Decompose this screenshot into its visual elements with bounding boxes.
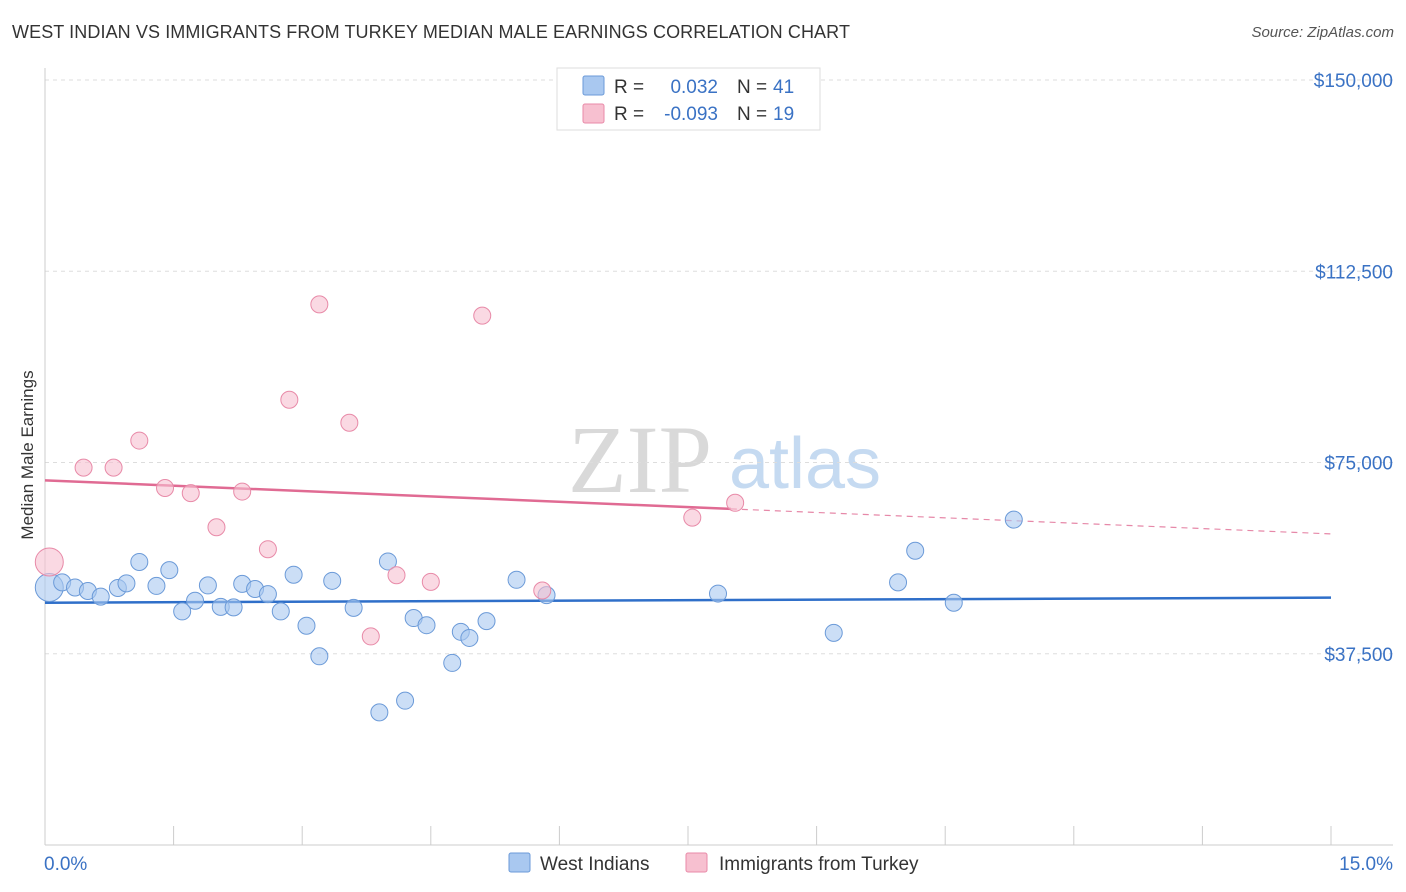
legend-r-value-1: -0.093	[664, 104, 718, 125]
data-point-1-14	[421, 572, 440, 591]
data-point-0-33	[507, 570, 526, 589]
data-point-0-21	[310, 647, 329, 666]
data-point-1-12	[361, 627, 380, 646]
data-point-0-32	[477, 612, 496, 631]
series-legend-label-turkey: Immigrants from Turkey	[719, 854, 919, 875]
data-point-0-9	[160, 561, 179, 580]
legend-r-label-0: R =	[614, 77, 644, 98]
data-point-1-6	[207, 518, 226, 537]
y-tick-labels: $37,500 $75,000 $112,500 $150,000	[1314, 71, 1393, 666]
x-tick-label-max: 15.0%	[1339, 854, 1393, 875]
watermark-zip: ZIP	[568, 406, 712, 513]
data-point-1-15	[473, 306, 492, 325]
data-point-0-10	[173, 602, 192, 621]
data-point-0-22	[323, 571, 342, 590]
data-point-0-20	[297, 616, 316, 635]
data-point-1-5	[181, 484, 200, 503]
data-points	[34, 295, 1023, 722]
data-point-0-29	[443, 653, 462, 672]
axes	[44, 68, 1393, 846]
correlation-legend: R = 0.032 N = 41 R = -0.093 N = 19	[556, 67, 821, 131]
legend-r-value-0: 0.032	[670, 77, 718, 98]
data-point-1-4	[156, 479, 175, 497]
data-point-0-40	[1004, 510, 1023, 529]
series-legend-label-west-indians: West Indians	[540, 854, 649, 875]
legend-swatch-west-indians	[582, 75, 605, 96]
data-point-0-7	[130, 552, 149, 571]
legend-n-value-1: 19	[773, 104, 794, 125]
data-point-1-9	[280, 390, 299, 409]
data-point-0-12	[198, 576, 217, 595]
legend-n-label-0: N =	[737, 77, 767, 98]
data-point-1-18	[726, 493, 745, 512]
legend-n-label-1: N =	[737, 104, 767, 125]
data-point-0-4	[91, 587, 110, 606]
data-point-0-38	[906, 541, 925, 560]
data-point-0-39	[944, 593, 963, 612]
y-tick-label-3: $150,000	[1314, 71, 1393, 92]
source-label: Source: ZipAtlas.com	[1251, 24, 1394, 41]
data-point-0-24	[370, 703, 389, 722]
trend-line-0	[44, 596, 1332, 604]
data-point-0-11	[186, 591, 205, 610]
data-point-1-2	[104, 458, 123, 477]
data-point-1-11	[340, 413, 359, 432]
legend-r-label-1: R =	[614, 104, 644, 125]
data-point-0-17	[258, 585, 277, 604]
data-point-0-28	[417, 616, 436, 635]
data-point-1-17	[683, 508, 702, 527]
series-legend-swatch-west-indians	[508, 852, 531, 873]
data-point-1-3	[130, 431, 149, 450]
data-point-1-13	[387, 566, 406, 585]
data-point-1-0	[34, 547, 64, 577]
data-point-1-16	[533, 581, 552, 600]
gridlines	[45, 79, 1393, 655]
y-tick-label-0: $37,500	[1324, 645, 1393, 666]
legend-n-value-0: 41	[773, 77, 794, 98]
data-point-0-37	[889, 573, 908, 592]
data-point-0-18	[271, 602, 290, 621]
y-tick-label-1: $75,000	[1324, 454, 1393, 475]
trend-line-dashed-1	[730, 508, 1332, 535]
data-point-0-25	[378, 552, 397, 571]
data-point-0-23	[344, 598, 363, 617]
data-point-0-31	[460, 628, 479, 647]
data-point-0-6	[117, 574, 136, 593]
y-tick-label-2: $112,500	[1315, 262, 1393, 283]
watermark-atlas: atlas	[729, 424, 881, 504]
data-point-0-8	[147, 576, 166, 595]
data-point-1-10	[310, 295, 329, 314]
legend-swatch-turkey	[582, 103, 605, 124]
chart-title: WEST INDIAN VS IMMIGRANTS FROM TURKEY ME…	[12, 22, 851, 42]
data-point-0-35	[709, 584, 728, 603]
data-point-0-19	[284, 565, 303, 584]
data-point-0-36	[824, 623, 843, 642]
data-point-1-7	[233, 482, 252, 501]
data-point-0-14	[224, 598, 243, 617]
y-axis-title: Median Male Earnings	[18, 370, 37, 539]
data-point-1-8	[258, 540, 277, 559]
series-legend-swatch-turkey	[685, 852, 708, 873]
series-legend: West Indians Immigrants from Turkey	[508, 852, 919, 875]
data-point-1-1	[74, 458, 93, 477]
x-tick-label-min: 0.0%	[44, 854, 87, 875]
data-point-0-26	[396, 691, 415, 710]
